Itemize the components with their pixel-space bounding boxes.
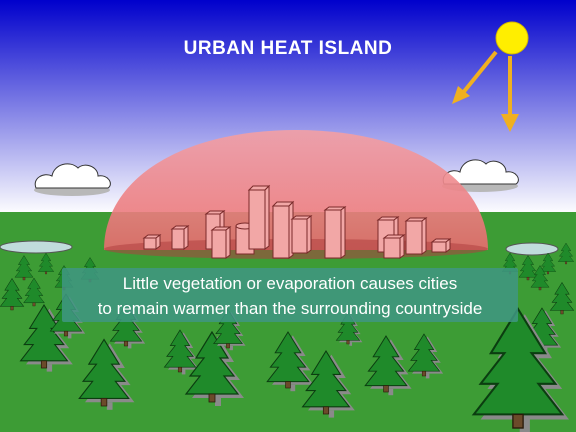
building-icon: [382, 234, 406, 259]
building-icon: [430, 238, 452, 253]
pond-icon: [505, 242, 559, 256]
diagram-title: URBAN HEAT ISLAND: [183, 38, 393, 59]
caption-box: Little vegetation or evaporation causes …: [62, 268, 518, 322]
building-icon: [404, 217, 428, 255]
sun-ray-arrow: [501, 56, 519, 132]
city-buildings: [142, 184, 452, 259]
building-icon: [247, 184, 271, 250]
sun-ray-arrow: [452, 50, 498, 104]
building-icon: [271, 200, 295, 259]
building-icon: [210, 226, 232, 259]
pond-icon: [0, 240, 73, 254]
caption-line-2: to remain warmer than the surrounding co…: [97, 299, 483, 318]
caption-line-1: Little vegetation or evaporation causes …: [122, 274, 458, 293]
sun-icon: [495, 21, 529, 55]
building-icon: [323, 206, 347, 259]
building-icon: [142, 234, 162, 250]
building-icon: [170, 225, 190, 250]
building-icon: [290, 215, 313, 254]
